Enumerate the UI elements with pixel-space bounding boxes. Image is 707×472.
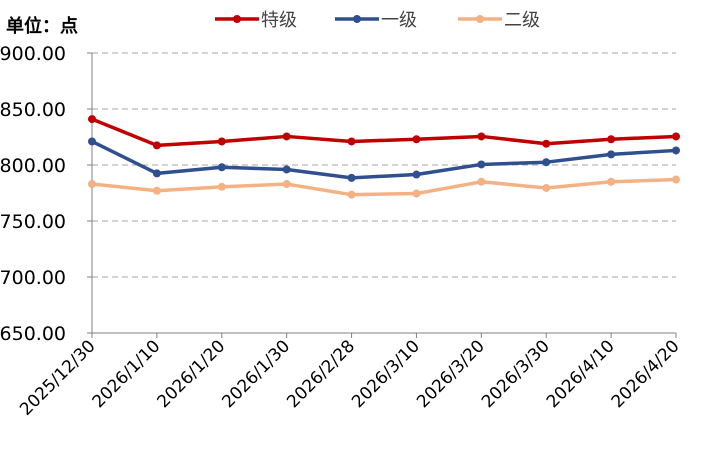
data-point xyxy=(152,169,161,178)
legend-label: 特级 xyxy=(261,10,297,31)
data-point xyxy=(607,135,616,144)
data-point xyxy=(282,180,291,189)
data-point xyxy=(607,150,616,159)
data-point xyxy=(477,177,486,186)
x-tick-label: 2026/4/10 xyxy=(543,336,619,412)
data-point xyxy=(152,141,161,150)
axes xyxy=(87,52,677,338)
x-tick-label: 2026/3/10 xyxy=(348,336,424,412)
y-tick-labels: 900.00 850.00 800.00 750.00 700.00 650.00 xyxy=(0,43,66,345)
data-point xyxy=(347,173,356,182)
grid-lines xyxy=(92,52,676,278)
legend-item: 二级 xyxy=(458,10,540,31)
data-point xyxy=(347,137,356,146)
data-point xyxy=(542,158,551,167)
series-line xyxy=(91,139,677,180)
y-tick-label: 700.00 xyxy=(0,267,66,289)
series-line xyxy=(91,177,677,197)
legend-swatch-marker xyxy=(233,15,241,23)
legend-item: 一级 xyxy=(335,10,417,31)
x-tick-label: 2026/1/20 xyxy=(154,336,230,412)
x-tick-label: 2026/1/10 xyxy=(89,336,165,412)
data-point xyxy=(88,115,96,124)
data-point xyxy=(607,177,616,186)
data-point xyxy=(217,182,226,191)
x-tick-label: 2026/1/30 xyxy=(218,336,294,412)
x-tick-label: 2026/3/20 xyxy=(413,336,489,412)
series-1 xyxy=(88,115,680,150)
unit-label: 单位：点 xyxy=(6,16,78,37)
data-point xyxy=(152,186,161,195)
data-point xyxy=(477,132,486,141)
data-point xyxy=(347,190,356,199)
data-point xyxy=(282,132,291,141)
data-point xyxy=(672,146,680,155)
series-3 xyxy=(88,175,680,199)
data-point xyxy=(412,135,421,144)
data-point xyxy=(282,165,291,174)
data-point xyxy=(412,189,421,198)
y-tick-label: 850.00 xyxy=(0,99,66,121)
y-tick-label: 750.00 xyxy=(0,211,66,233)
data-point xyxy=(217,137,226,146)
data-point xyxy=(672,132,680,141)
x-tick-label: 2026/2/28 xyxy=(283,336,359,412)
data-point xyxy=(217,163,226,172)
data-point xyxy=(477,160,486,169)
x-tick-label: 2026/4/20 xyxy=(608,336,684,412)
x-tick-label: 2025/12/30 xyxy=(16,336,99,419)
data-point xyxy=(412,170,421,179)
legend-swatch-marker xyxy=(353,15,361,23)
legend: 特级 一级 二级 xyxy=(215,10,540,31)
legend-label: 二级 xyxy=(504,10,540,31)
y-tick-label: 900.00 xyxy=(0,43,66,65)
x-tick-labels: 2025/12/302026/1/102026/1/202026/1/30202… xyxy=(16,336,683,419)
y-tick-label: 650.00 xyxy=(0,323,66,345)
data-point xyxy=(88,180,96,189)
legend-label: 一级 xyxy=(381,10,417,31)
legend-item: 特级 xyxy=(215,10,297,31)
series-line xyxy=(91,117,677,148)
data-point xyxy=(88,137,96,146)
series-2 xyxy=(88,137,680,182)
data-point xyxy=(672,175,680,184)
data-point xyxy=(542,139,551,148)
x-tick-label: 2026/3/30 xyxy=(478,336,554,412)
series-lines xyxy=(88,115,680,199)
data-point xyxy=(542,183,551,192)
legend-swatch-marker xyxy=(476,15,484,23)
y-tick-label: 800.00 xyxy=(0,155,66,177)
